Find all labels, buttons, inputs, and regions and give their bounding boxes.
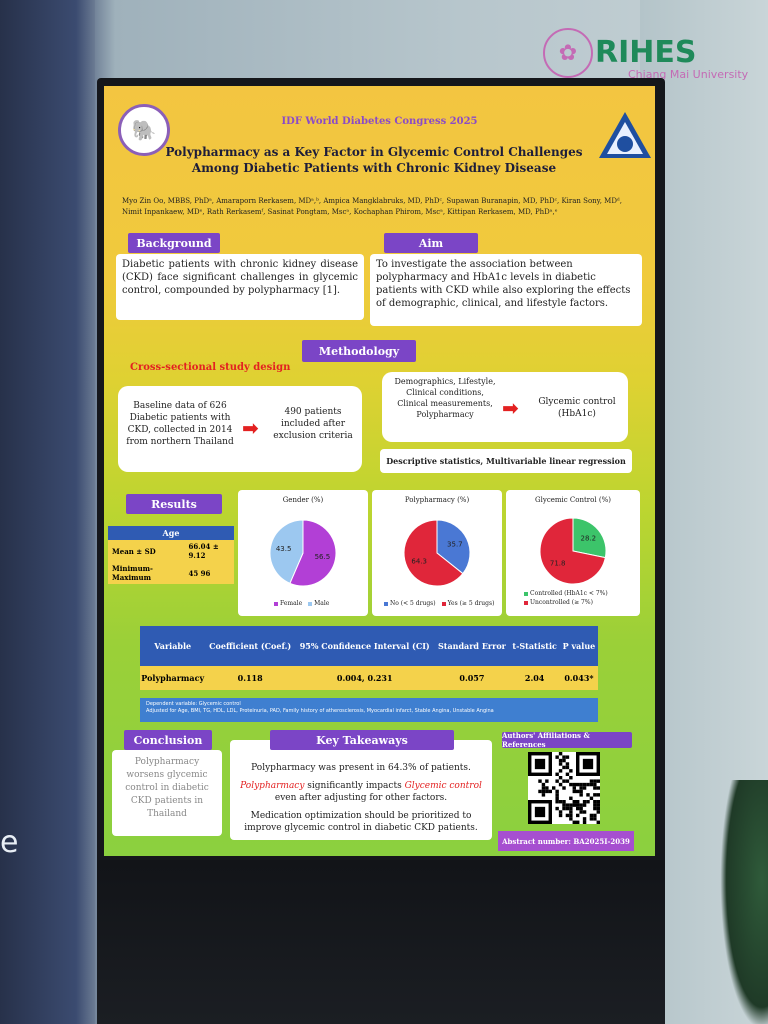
data-label-female: 56.5 <box>315 553 331 561</box>
column-header: Variable <box>140 626 206 666</box>
poster-title: Polypharmacy as a Key Factor in Glycemic… <box>165 145 583 175</box>
brand-subtitle: Chiang Mai University <box>628 68 749 81</box>
gender-pie: 56.5 43.5 <box>269 519 337 587</box>
column-header: Standard Error <box>434 626 510 666</box>
author-list: Myo Zin Oo, MBBS, PhDᵃ, Amaraporn Rerkas… <box>122 197 622 216</box>
conclusion-text: Polypharmacy worsens glycemic control in… <box>112 750 222 836</box>
background-heading: Background <box>128 233 220 253</box>
conference-name: IDF World Diabetes Congress 2025 <box>281 116 478 127</box>
age-row-label: Minimum-Maximum <box>108 562 185 584</box>
glycemic-pie: 28.2 71.8 <box>539 517 607 585</box>
table-cell: 0.118 <box>205 666 295 690</box>
analysis-methods: Descriptive statistics, Multivariable li… <box>380 449 632 473</box>
rihes-logo: ✿ RIHES <box>543 28 696 78</box>
legend-controlled: Controlled (HbA1c < 7%) <box>524 590 608 597</box>
column-header: t-Statistic <box>509 626 560 666</box>
adjusted-variables-note: Adjusted for Age, BMI, TG, HDL, LDL, Pro… <box>146 708 494 714</box>
column-header: 95% Confidence Interval (CI) <box>294 626 435 666</box>
affiliations-heading: Authors' Affiliations & References <box>502 731 632 749</box>
takeaway-impact: Polypharmacy significantly impacts Glyce… <box>240 781 482 803</box>
legend-uncontrolled: Uncontrolled (≥ 7%) <box>524 599 608 606</box>
table-row: Polypharmacy 0.118 0.004, 0.231 0.057 2.… <box>140 666 598 690</box>
pie-slice-uncontrolled <box>539 517 606 585</box>
left-wall-banner <box>0 0 95 1024</box>
baseline-data: Baseline data of 626 Diabetic patients w… <box>126 401 234 447</box>
idf-logo-icon <box>599 112 651 158</box>
included-patients: 490 patients included after exclusion cr… <box>273 407 353 441</box>
glycemic-chart-title: Glycemic Control (%) <box>535 496 611 504</box>
qr-code-icon[interactable] <box>528 752 600 824</box>
regression-table: Variable Coefficient (Coef.) 95% Confide… <box>140 626 598 690</box>
gender-chart-card: Gender (%) 56.5 43.5 Female Male <box>238 490 368 616</box>
column-header: Coefficient (Coef.) <box>205 626 295 666</box>
age-row-label: Mean ± SD <box>108 540 185 562</box>
data-label-controlled: 28.2 <box>581 534 597 542</box>
age-table: Age Mean ± SD 66.04 ± 9.12 Minimum-Maximu… <box>108 526 234 584</box>
takeaway-prevalence: Polypharmacy was present in 64.3% of pat… <box>251 763 471 773</box>
aim-heading: Aim <box>384 233 478 253</box>
pie-slice-no <box>436 519 471 575</box>
data-label-yes: 64.3 <box>411 558 427 566</box>
legend-female: Female <box>274 600 302 607</box>
table-cell: 0.043* <box>559 666 598 690</box>
table-cell: 2.04 <box>509 666 560 690</box>
key-takeaways-heading: Key Takeaways <box>270 730 454 750</box>
age-header: Age <box>108 526 234 540</box>
arrow-right-icon: ➡ <box>242 416 259 440</box>
polypharmacy-chart-title: Polypharmacy (%) <box>404 496 470 504</box>
display-stand <box>97 860 665 1024</box>
table-cell: 0.004, 0.231 <box>294 666 435 690</box>
legend-male: Male <box>308 600 329 607</box>
background-text: Diabetic patients with chronic kidney di… <box>116 254 364 320</box>
pie-slice-controlled <box>572 517 607 559</box>
study-design: Cross-sectional study design <box>130 362 291 373</box>
results-heading: Results <box>126 494 222 514</box>
dependent-variable-note: Dependent variable: Glycemic control <box>146 701 241 707</box>
age-row-value: 66.04 ± 9.12 <box>184 540 234 562</box>
glycemic-chart-card: Glycemic Control (%) 28.2 71.8 Controlle… <box>506 490 640 616</box>
poster: 🐘 IDF World Diabetes Congress 2025 Polyp… <box>104 86 655 856</box>
university-seal-icon: 🐘 <box>118 104 170 156</box>
polypharmacy-pie: 35.7 64.3 <box>403 519 471 587</box>
takeaway-recommendation: Medication optimization should be priori… <box>244 811 478 833</box>
study-variables: Demographics, Lifestyle, Clinical condit… <box>394 377 496 419</box>
rihes-emblem-icon: ✿ <box>543 28 593 78</box>
legend-yes: Yes (≥ 5 drugs) <box>441 600 494 607</box>
data-label-male: 43.5 <box>276 545 292 553</box>
wall-letter: e <box>0 825 19 860</box>
key-takeaways-box: Polypharmacy was present in 64.3% of pat… <box>230 740 492 840</box>
outcome-variable: Glycemic control (HbA1c) <box>538 397 616 419</box>
arrow-right-icon: ➡ <box>502 396 519 420</box>
pie-slice-male <box>269 519 304 584</box>
polypharmacy-chart-card: Polypharmacy (%) 35.7 64.3 No (< 5 drugs… <box>372 490 502 616</box>
regression-notes: Dependent variable: Glycemic control Adj… <box>140 698 598 722</box>
aim-text: To investigate the association between p… <box>370 254 642 326</box>
age-row-value: 45 96 <box>184 562 234 584</box>
table-cell: Polypharmacy <box>140 666 206 690</box>
data-label-uncontrolled: 71.8 <box>550 560 566 568</box>
gender-chart-title: Gender (%) <box>282 496 324 504</box>
brand-name: RIHES <box>595 35 697 70</box>
conclusion-heading: Conclusion <box>124 730 212 750</box>
column-header: P value <box>559 626 598 666</box>
methodology-heading: Methodology <box>302 340 416 362</box>
abstract-number: Abstract number: BA2025I-2039 <box>498 831 634 851</box>
table-cell: 0.057 <box>434 666 510 690</box>
pie-slice-female <box>289 519 337 587</box>
legend-no: No (< 5 drugs) <box>384 600 436 607</box>
plant <box>720 780 768 1024</box>
data-label-no: 35.7 <box>447 540 463 548</box>
pie-slice-yes <box>403 519 464 587</box>
